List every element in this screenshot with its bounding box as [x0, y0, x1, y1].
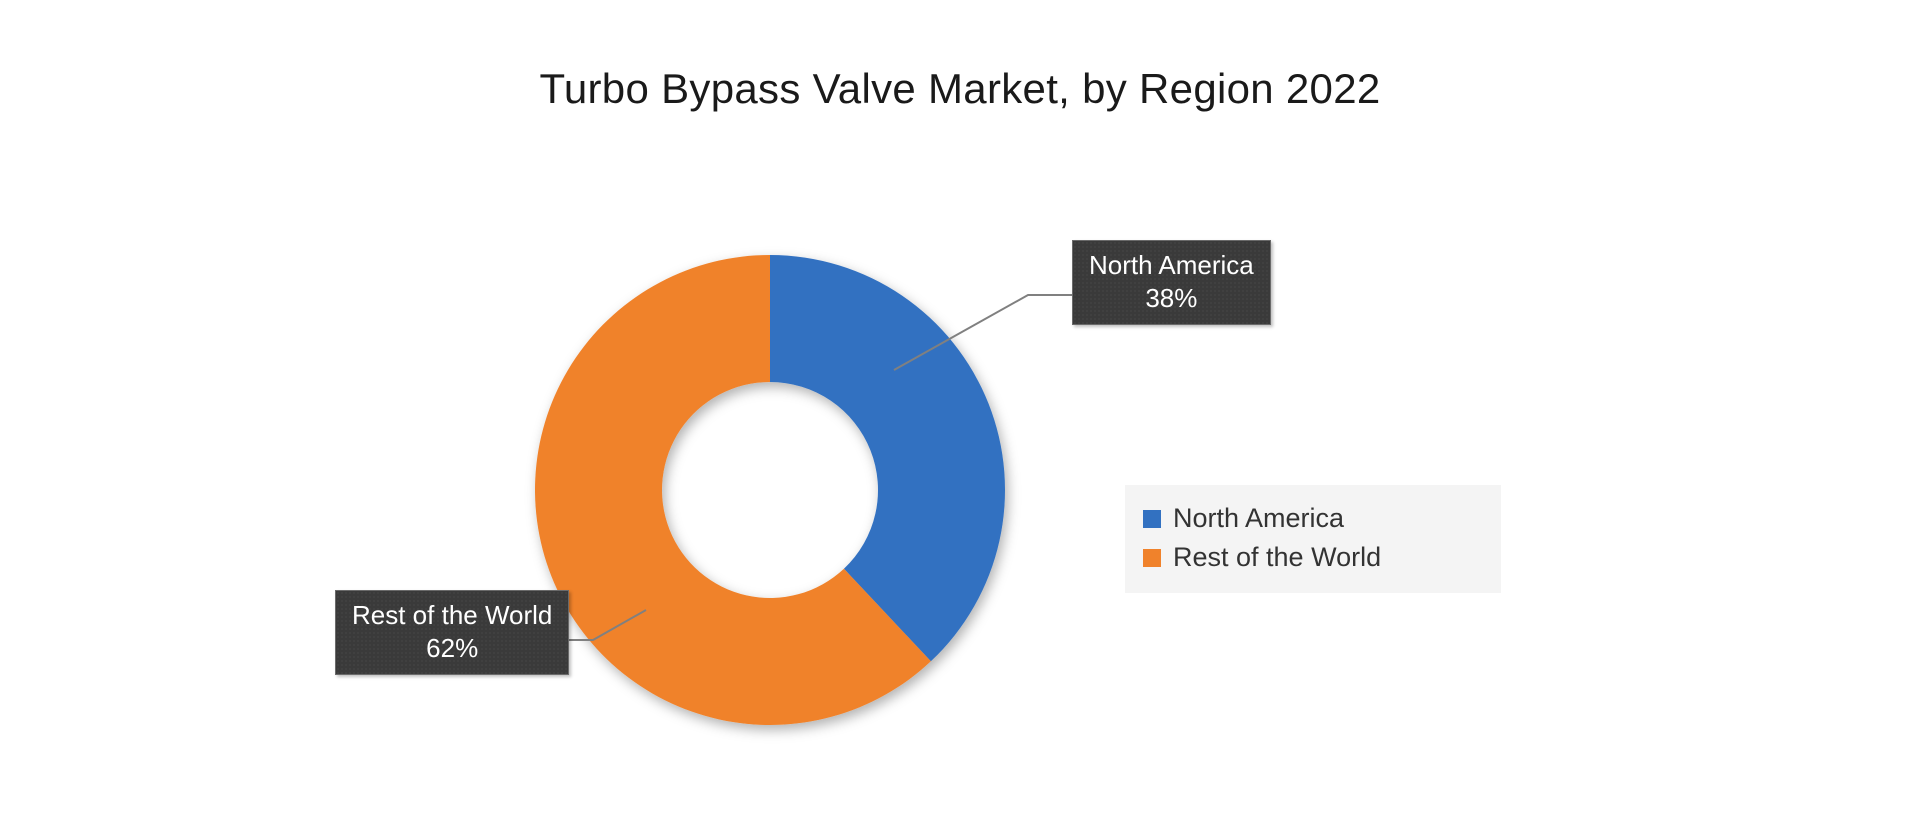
legend-label-rw: Rest of the World: [1173, 542, 1381, 573]
legend-swatch-na: [1143, 510, 1161, 528]
callout-rw-label: Rest of the World: [352, 599, 552, 632]
donut-chart: [0, 0, 1920, 818]
legend-item-north-america: North America: [1143, 499, 1483, 538]
callout-na-label: North America: [1089, 249, 1254, 282]
callout-north-america: North America 38%: [1072, 240, 1271, 325]
legend-swatch-rw: [1143, 549, 1161, 567]
callout-rest-of-world: Rest of the World 62%: [335, 590, 569, 675]
legend-label-na: North America: [1173, 503, 1344, 534]
callout-na-percent: 38%: [1089, 282, 1254, 315]
legend: North America Rest of the World: [1125, 485, 1501, 593]
legend-item-rest-of-world: Rest of the World: [1143, 538, 1483, 577]
callout-rw-percent: 62%: [352, 632, 552, 665]
